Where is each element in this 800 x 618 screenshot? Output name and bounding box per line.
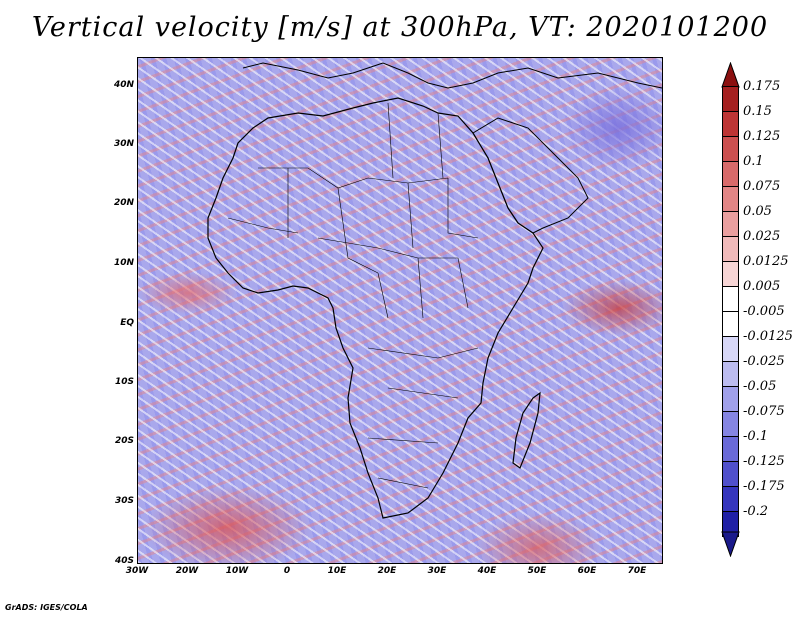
lon-label-30w: 30W (125, 566, 149, 576)
lat-label-40n: 40N (113, 80, 134, 90)
colorbar-label: -0.025 (743, 354, 785, 369)
lon-label-10w: 10W (225, 566, 249, 576)
lat-label-30n: 30N (113, 139, 134, 149)
lat-label-30s: 30S (114, 496, 134, 506)
colorbar-swatch (722, 186, 739, 212)
colorbar-label: -0.075 (743, 404, 785, 419)
lon-label-60e: 60E (577, 566, 597, 576)
colorbar-label: 0.025 (743, 229, 781, 244)
colorbar-swatch (722, 411, 739, 437)
lat-label-20s: 20S (114, 436, 134, 446)
colorbar-swatch (722, 436, 739, 462)
colorbar-swatch (722, 261, 739, 287)
colorbar-swatch (722, 86, 739, 112)
colorbar-bottom-arrow (721, 531, 740, 557)
colorbar-label: 0.125 (743, 129, 781, 144)
colorbar-label: -0.005 (743, 304, 785, 319)
colorbar-swatch (722, 461, 739, 487)
lat-label-eq: EQ (120, 318, 134, 328)
colorbar-label: -0.1 (743, 429, 769, 444)
colorbar-label: 0.15 (743, 104, 772, 119)
country-borders (227, 102, 479, 489)
colorbar-swatch (722, 386, 739, 412)
colorbar-label: 0.0125 (743, 254, 789, 269)
colorbar-label: 0.1 (743, 154, 764, 169)
colorbar-label: 0.005 (743, 279, 781, 294)
lon-label-0: 0 (283, 566, 291, 576)
africa-coastline-map (207, 62, 662, 519)
colorbar-swatch (722, 236, 739, 262)
lon-label-70e: 70E (627, 566, 647, 576)
colorbar-swatch (722, 361, 739, 387)
colorbar-label: -0.125 (743, 454, 785, 469)
europe-coastline (242, 62, 662, 89)
colorbar-top-arrow (721, 62, 740, 88)
colorbar-swatch (722, 136, 739, 162)
colorbar-swatch (722, 161, 739, 187)
colorbar-label: -0.175 (743, 479, 785, 494)
lat-label-10s: 10S (114, 377, 134, 387)
arabian-peninsula-outline (472, 117, 589, 234)
africa-outline (207, 97, 544, 519)
colorbar-label: 0.175 (743, 79, 781, 94)
map-plot-area (137, 57, 663, 564)
madagascar-outline (512, 391, 541, 469)
colorbar-swatch (722, 211, 739, 237)
colorbar-swatch (722, 311, 739, 337)
lon-label-30e: 30E (427, 566, 447, 576)
lon-label-40e: 40E (477, 566, 497, 576)
colorbar-swatch (722, 336, 739, 362)
colorbar-swatch (722, 486, 739, 512)
grads-credit: GrADS: IGES/COLA (5, 603, 88, 612)
colorbar-label: -0.05 (743, 379, 777, 394)
lon-label-50e: 50E (527, 566, 547, 576)
colorbar-label: 0.05 (743, 204, 772, 219)
lat-label-40s: 40S (114, 556, 134, 566)
colorbar-label: -0.0125 (743, 329, 793, 344)
lon-label-20w: 20W (175, 566, 199, 576)
colorbar-label: -0.2 (743, 504, 769, 519)
plot-title: Vertical velocity [m/s] at 300hPa, VT: 2… (31, 12, 769, 43)
colorbar-swatch (722, 111, 739, 137)
lon-label-20e: 20E (377, 566, 397, 576)
lon-label-10e: 10E (327, 566, 347, 576)
lat-label-20n: 20N (113, 198, 134, 208)
colorbar-label: 0.075 (743, 179, 781, 194)
lat-label-10n: 10N (113, 258, 134, 268)
colorbar-swatch (722, 286, 739, 312)
